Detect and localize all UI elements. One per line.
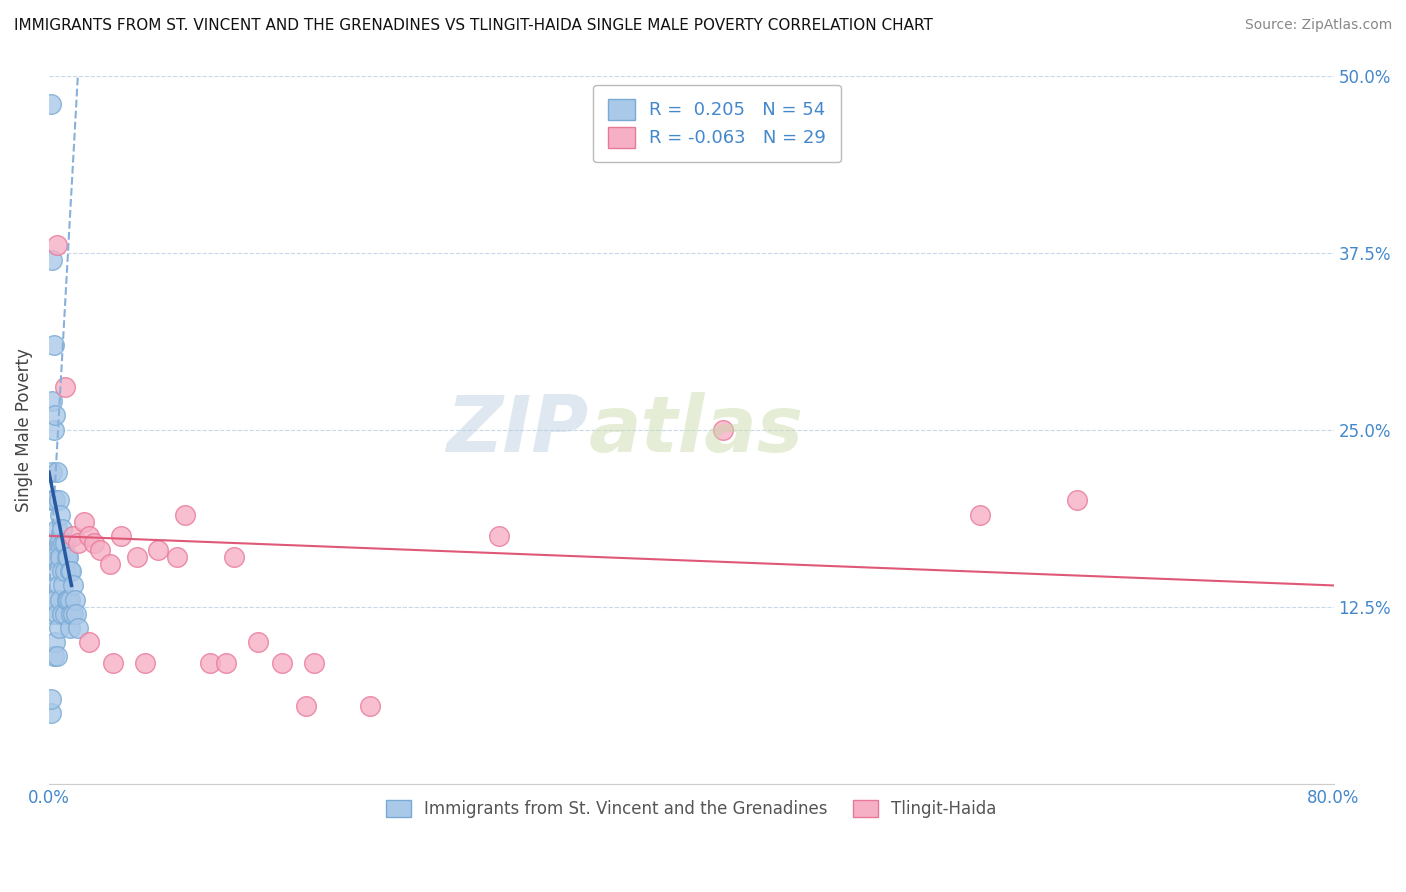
Point — [174, 508, 197, 522]
Point — [46, 238, 69, 252]
Point — [166, 550, 188, 565]
Point — [711, 423, 734, 437]
Point — [53, 380, 76, 394]
Point — [62, 529, 84, 543]
Point — [53, 607, 76, 621]
Point — [51, 607, 73, 621]
Point — [127, 550, 149, 565]
Point — [134, 657, 156, 671]
Point — [59, 592, 82, 607]
Point — [270, 657, 292, 671]
Point — [103, 657, 125, 671]
Point — [39, 706, 62, 720]
Point — [55, 592, 77, 607]
Point — [110, 529, 132, 543]
Point — [49, 592, 72, 607]
Point — [66, 536, 89, 550]
Point — [48, 536, 70, 550]
Text: atlas: atlas — [589, 392, 803, 467]
Point — [198, 657, 221, 671]
Point — [59, 621, 82, 635]
Point — [42, 592, 65, 607]
Point — [39, 96, 62, 111]
Point — [46, 607, 69, 621]
Point — [77, 529, 100, 543]
Text: IMMIGRANTS FROM ST. VINCENT AND THE GRENADINES VS TLINGIT-HAIDA SINGLE MALE POVE: IMMIGRANTS FROM ST. VINCENT AND THE GREN… — [14, 18, 934, 33]
Point — [222, 550, 245, 565]
Text: Source: ZipAtlas.com: Source: ZipAtlas.com — [1244, 18, 1392, 32]
Point — [39, 493, 62, 508]
Point — [39, 691, 62, 706]
Point — [359, 698, 381, 713]
Point — [44, 493, 66, 508]
Point — [65, 607, 87, 621]
Point — [62, 578, 84, 592]
Point — [1066, 493, 1088, 508]
Point — [52, 536, 75, 550]
Point — [41, 465, 63, 479]
Y-axis label: Single Male Poverty: Single Male Poverty — [15, 348, 32, 512]
Point — [295, 698, 318, 713]
Point — [62, 607, 84, 621]
Point — [49, 550, 72, 565]
Point — [46, 564, 69, 578]
Point — [89, 543, 111, 558]
Point — [41, 607, 63, 621]
Point — [58, 592, 80, 607]
Point — [73, 515, 96, 529]
Point — [42, 423, 65, 437]
Point — [214, 657, 236, 671]
Point — [46, 649, 69, 664]
Point — [77, 635, 100, 649]
Point — [46, 522, 69, 536]
Point — [41, 394, 63, 409]
Point — [488, 529, 510, 543]
Point — [46, 465, 69, 479]
Point — [246, 635, 269, 649]
Point — [41, 550, 63, 565]
Point — [60, 564, 83, 578]
Point — [42, 649, 65, 664]
Point — [53, 536, 76, 550]
Point — [42, 493, 65, 508]
Point — [42, 337, 65, 351]
Point — [66, 621, 89, 635]
Legend: Immigrants from St. Vincent and the Grenadines, Tlingit-Haida: Immigrants from St. Vincent and the Gren… — [380, 794, 1002, 825]
Point — [44, 550, 66, 565]
Point — [55, 550, 77, 565]
Point — [53, 564, 76, 578]
Point — [58, 550, 80, 565]
Point — [63, 592, 86, 607]
Point — [42, 536, 65, 550]
Point — [59, 564, 82, 578]
Point — [60, 607, 83, 621]
Point — [969, 508, 991, 522]
Point — [146, 543, 169, 558]
Point — [49, 508, 72, 522]
Point — [48, 578, 70, 592]
Point — [52, 578, 75, 592]
Point — [44, 635, 66, 649]
Point — [51, 564, 73, 578]
Text: ZIP: ZIP — [446, 392, 589, 467]
Point — [41, 252, 63, 267]
Point — [48, 493, 70, 508]
Point — [48, 621, 70, 635]
Point — [51, 522, 73, 536]
Point — [44, 409, 66, 423]
Point — [302, 657, 325, 671]
Point — [44, 592, 66, 607]
Point — [98, 557, 121, 571]
Point — [83, 536, 105, 550]
